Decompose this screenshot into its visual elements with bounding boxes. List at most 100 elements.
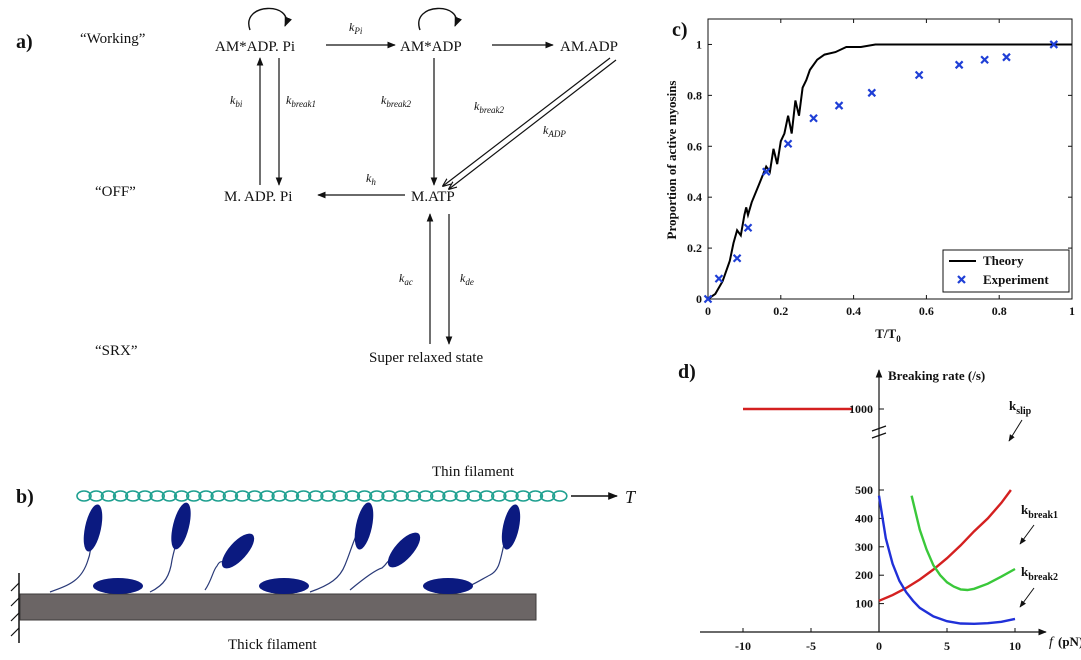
state-am-adp-star: AM*ADP — [400, 39, 462, 55]
panel-b-sarcomere-diagram: b) Thin filament Thick filament T — [10, 464, 637, 653]
actin-bead — [539, 490, 556, 502]
actin-bead — [381, 490, 397, 502]
c-legend: Theory Experiment — [942, 249, 1070, 293]
d-y-tick-label: 100 — [855, 597, 873, 611]
actin-bead — [247, 490, 263, 502]
d-y-tick-label: 500 — [855, 483, 873, 497]
actin-chain — [76, 490, 568, 502]
c-x-tick-label: 0.8 — [992, 304, 1007, 318]
myosin-heads — [83, 502, 521, 594]
thin-filament-label: Thin filament — [432, 464, 515, 480]
rate-k-h: kh — [366, 171, 376, 187]
panel-c-label: c) — [672, 19, 688, 41]
d-y-tick-label: 200 — [855, 568, 873, 582]
panel-b-label: b) — [16, 486, 34, 508]
series-theory-line — [707, 43, 1072, 300]
actin-bead — [100, 490, 117, 502]
experiment-point — [714, 274, 724, 283]
d-axis-break — [871, 425, 887, 439]
legend-theory-label: Theory — [983, 253, 1024, 268]
actin-bead — [149, 490, 165, 502]
label-k-break2: kbreak2 — [1021, 564, 1058, 583]
c-x-tick-label: 0.6 — [919, 304, 934, 318]
c-x-axis-label: T/T0 — [875, 326, 901, 344]
series-k-break1-curve — [910, 495, 1016, 592]
actin-bead — [344, 490, 361, 502]
actin-bead — [125, 490, 141, 502]
actin-bead — [186, 490, 202, 502]
d-y-axis-label: Breaking rate (/s) — [888, 368, 985, 383]
actin-bead — [137, 490, 153, 502]
thick-filament-label: Thick filament — [228, 637, 318, 653]
experiment-point — [743, 223, 753, 233]
rate-k-pi: kPi — [349, 20, 363, 36]
actin-bead — [173, 490, 190, 502]
rate-k-break2-right: kbreak2 — [474, 99, 504, 115]
c-y-tick-label: 0.8 — [687, 88, 702, 102]
d-y-tick-label: 1000 — [849, 402, 873, 416]
experiment-point — [914, 70, 924, 80]
actin-bead — [393, 490, 410, 502]
c-y-tick-label: 1 — [696, 37, 702, 51]
c-y-tick-label: 0 — [696, 292, 702, 306]
legend-box — [942, 249, 1070, 293]
c-x-tick-label: 0.2 — [773, 304, 788, 318]
force-label-t: T — [625, 487, 637, 507]
d-x-tick-label: 10 — [1009, 639, 1021, 653]
d-curve-group — [743, 407, 1016, 626]
panel-a-kinetic-scheme: a) “Working” “OFF” “SRX” AM*ADP. Pi AM*A… — [16, 7, 618, 366]
state-super-relaxed: Super relaxed state — [369, 350, 483, 366]
d-x-tick-label: 0 — [876, 639, 882, 653]
actin-bead — [76, 490, 92, 502]
experiment-point — [954, 60, 964, 70]
row-label-srx: “SRX” — [95, 343, 138, 359]
rate-k-bi: kbi — [230, 93, 243, 109]
rate-k-de: kde — [460, 271, 474, 287]
arrow-k-break2-right — [443, 57, 611, 186]
c-y-tick-label: 0.6 — [687, 139, 702, 153]
experiment-point — [783, 139, 793, 149]
experiment-point — [809, 113, 818, 123]
label-k-break1: kbreak1 — [1021, 502, 1058, 521]
c-y-tick-label: 0.4 — [687, 190, 702, 204]
c-y-axis-label: Proportion of active myosins — [664, 81, 679, 240]
experiment-point — [980, 55, 989, 65]
arrow-k-adp — [449, 59, 617, 189]
legend-experiment-swatch — [957, 275, 966, 284]
d-y-tick-label: 300 — [855, 540, 873, 554]
d-x-axis-label: f — [1049, 635, 1055, 650]
actin-bead — [259, 490, 275, 502]
actin-bead — [198, 490, 214, 502]
d-x-axis-unit: (pN) — [1058, 634, 1081, 649]
plot-frame-c — [707, 18, 1073, 300]
actin-bead — [478, 490, 495, 502]
state-am-adp-pi: AM*ADP. Pi — [215, 39, 295, 55]
c-x-tick-label: 0.4 — [846, 304, 861, 318]
actin-bead — [442, 490, 458, 502]
state-am-adp: AM.ADP — [560, 39, 618, 55]
actin-bead — [429, 490, 446, 502]
legend-experiment-label: Experiment — [983, 272, 1049, 287]
state-m-atp: M.ATP — [411, 189, 455, 205]
row-label-working: “Working” — [80, 31, 145, 47]
actin-bead — [161, 490, 178, 502]
actin-bead — [283, 490, 300, 502]
actin-bead — [466, 490, 483, 502]
rate-k-break1: kbreak1 — [286, 93, 316, 109]
actin-bead — [320, 490, 336, 502]
c-x-tick-label: 1 — [1069, 304, 1075, 318]
actin-bead — [417, 490, 434, 502]
rate-k-adp: kADP — [543, 123, 566, 139]
actin-bead — [222, 490, 239, 502]
label-k-slip: kslip — [1009, 398, 1032, 417]
actin-bead — [515, 490, 532, 502]
c-y-tick-label: 0.2 — [687, 241, 702, 255]
actin-bead — [454, 490, 471, 502]
panel-c-chart: c) 0 0.2 0.4 0.6 0.8 1 0 0.2 0.4 0.6 0.8 1 Proporti… — [664, 18, 1075, 344]
state-m-adp-pi: M. ADP. Pi — [224, 189, 292, 205]
actin-bead — [295, 490, 312, 502]
panel-d-label: d) — [678, 361, 696, 383]
experiment-point — [703, 294, 713, 304]
panel-d-chart: d) Breaking rate (/s) f (pN) -10 -5 0 5 10 10… — [678, 361, 1081, 653]
